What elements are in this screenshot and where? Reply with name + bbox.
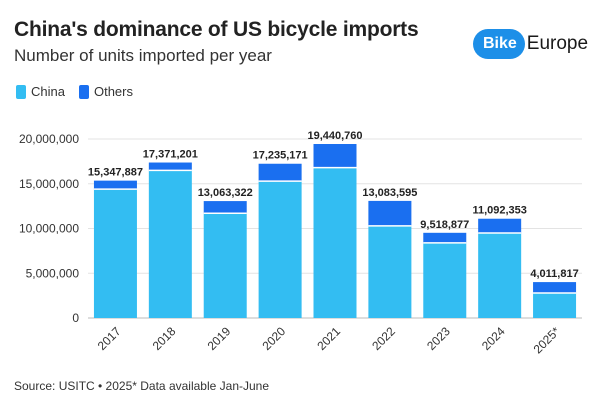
bar-others-2022 [368,200,412,226]
bike-europe-logo: Bike Europe [473,27,588,61]
x-tick-label-2024: 2024 [479,324,508,353]
logo-text-europe: Europe [526,33,589,54]
bar-china-2017 [93,189,137,318]
bar-others-2017 [93,180,137,190]
x-tick-label-2022: 2022 [369,324,398,353]
bar-china-2024 [478,232,522,318]
bar-china-2020 [258,181,302,318]
legend: China Others [16,84,147,99]
total-label-2019: 13,063,322 [198,187,253,199]
legend-label-china: China [31,84,65,99]
bar-china-2021 [313,167,357,318]
bar-others-2018 [148,162,192,171]
y-tick-label: 20,000,000 [19,132,79,146]
total-label-2025: 4,011,817 [530,268,578,280]
bar-china-2018 [148,170,192,318]
legend-swatch-others [78,84,89,99]
total-label-2018: 17,371,201 [143,149,198,161]
legend-swatch-china [16,84,26,99]
chart-subtitle: Number of units imported per year [14,46,272,65]
legend-item-others: Others [78,84,133,99]
total-label-2020: 17,235,171 [253,150,308,162]
total-label-2024: 11,092,353 [472,205,526,217]
bar-others-2023 [423,232,467,243]
bar-china-2019 [203,213,247,318]
bar-others-2024 [478,218,522,233]
total-label-2022: 13,083,595 [362,187,417,199]
bar-others-2021 [313,144,357,168]
bar-china-2025 [533,292,577,318]
legend-item-china: China [16,84,65,99]
bar-others-2025 [533,282,577,293]
total-label-2023: 9,518,877 [420,219,469,231]
x-tick-label-2017: 2017 [95,324,124,353]
logo-badge: Bike [473,29,525,59]
source-note: Source: USITC • 2025* Data available Jan… [14,379,270,393]
x-tick-label-2021: 2021 [314,324,343,353]
total-label-2017: 15,347,887 [88,167,143,179]
bar-china-2023 [423,242,467,318]
legend-label-others: Others [93,84,133,99]
x-tick-label-2020: 2020 [259,324,288,353]
x-tick-label-2018: 2018 [150,324,179,353]
y-tick-label: 5,000,000 [26,266,80,280]
total-label-2021: 19,440,760 [307,130,362,142]
y-tick-label: 0 [72,311,79,325]
chart-title: China's dominance of US bicycle imports [14,18,419,41]
bar-others-2019 [203,201,247,214]
bar-china-2022 [368,225,412,318]
logo-text-bike: Bike [483,35,517,52]
y-tick-label: 15,000,000 [19,177,79,191]
y-tick-label: 10,000,000 [19,222,79,236]
bar-others-2020 [258,163,302,182]
x-tick-label-2023: 2023 [424,324,453,353]
x-tick-label-2025: 2025* [531,324,563,356]
x-tick-label-2019: 2019 [205,324,234,353]
